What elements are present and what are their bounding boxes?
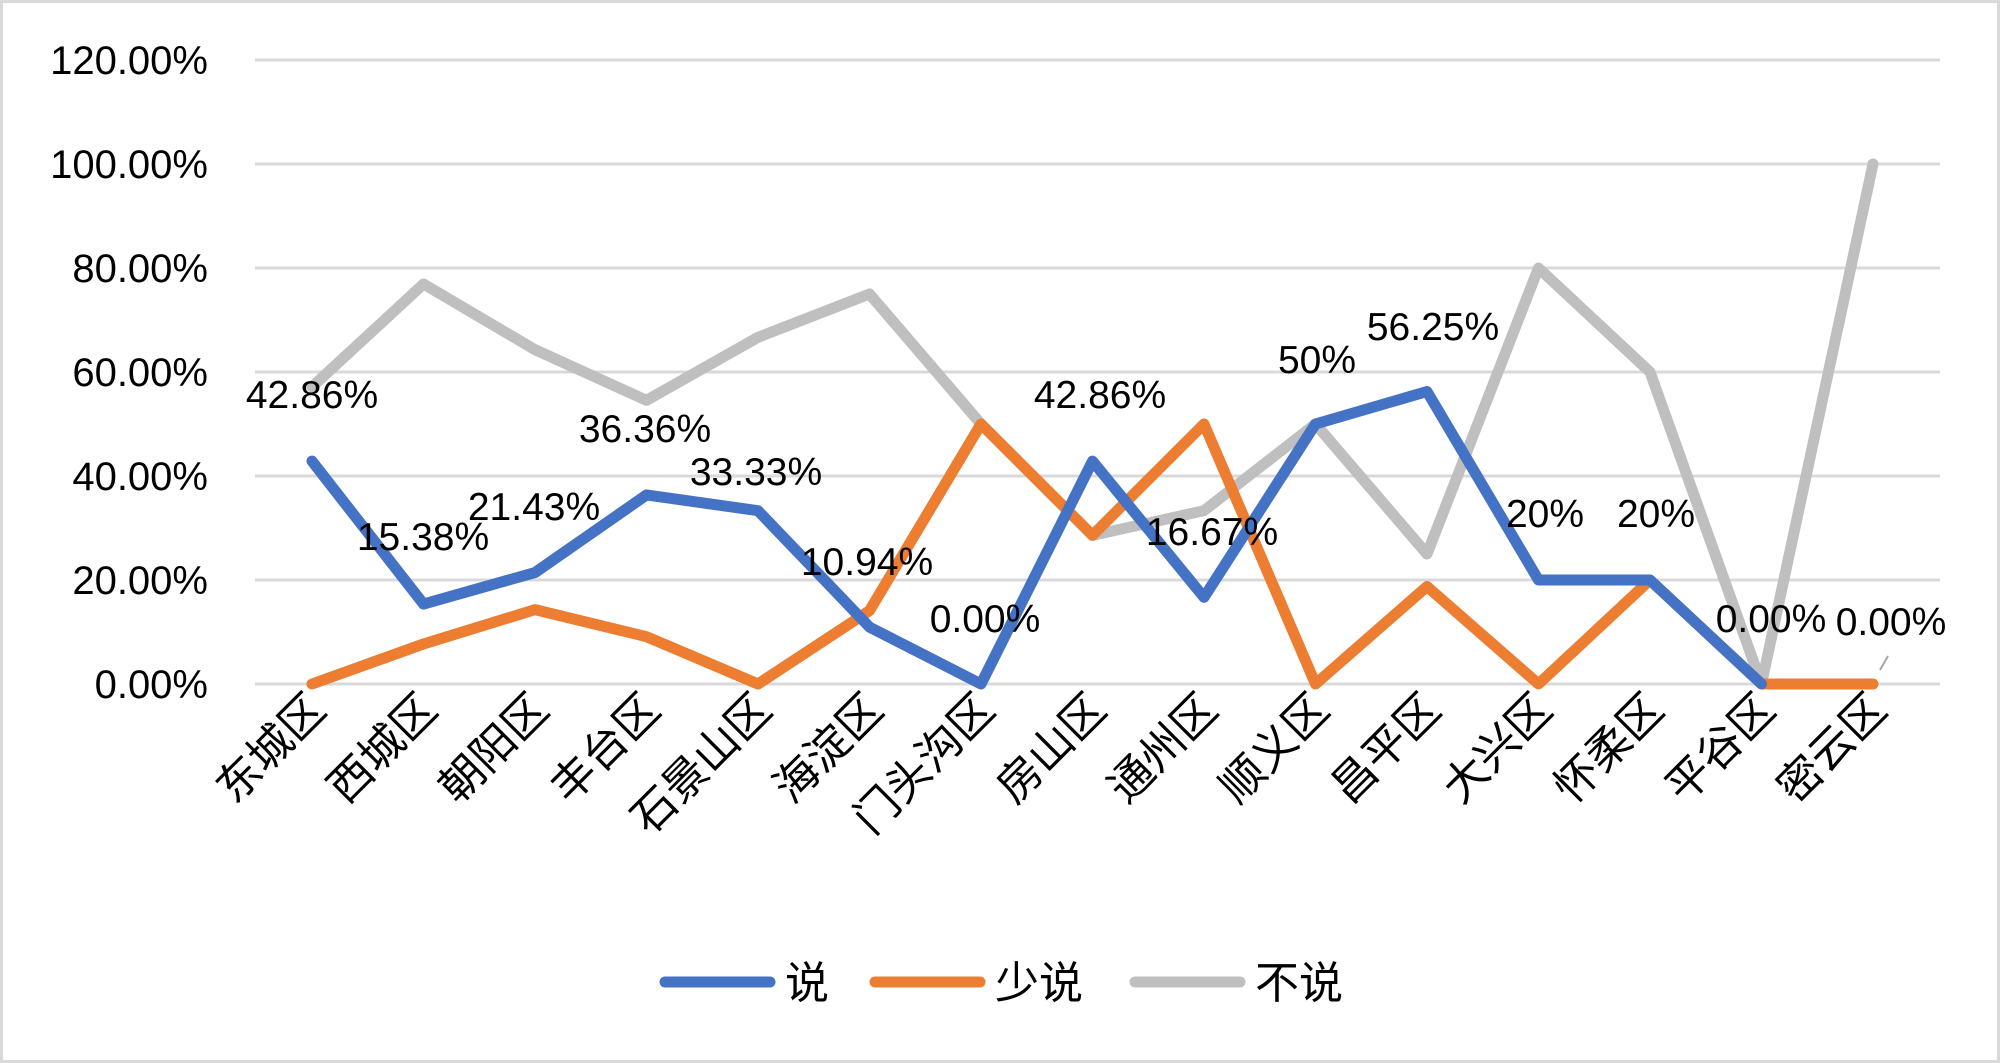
x-tick-label: 平谷区	[1656, 684, 1785, 813]
data-labels: 42.86% 15.38%21.43% 36.36%33.33% 10.94% 0.00…	[246, 306, 1947, 671]
x-tick-label: 西城区	[318, 684, 447, 813]
data-label: 15.38%	[357, 516, 489, 559]
data-label: 16.67%	[1146, 511, 1278, 554]
data-label: 33.33%	[690, 451, 822, 494]
legend-label: 说	[785, 958, 829, 1009]
x-tick-label: 房山区	[987, 684, 1116, 813]
y-tick-label: 80.00%	[72, 247, 208, 291]
x-tick-label: 东城区	[206, 684, 335, 813]
y-tick-label: 20.00%	[72, 559, 208, 603]
legend-label: 不说	[1255, 958, 1343, 1009]
data-label: 20%	[1506, 493, 1584, 536]
data-label: 56.25%	[1367, 306, 1499, 349]
data-label: 0.00%	[1716, 598, 1827, 641]
x-tick-label: 密云区	[1767, 684, 1896, 813]
x-tick-label: 昌平区	[1321, 684, 1450, 813]
y-axis-ticks: 0.00% 20.00% 40.00% 60.00% 80.00% 100.00% 120.…	[50, 39, 208, 707]
x-tick-label: 怀柔区	[1544, 684, 1673, 813]
data-label: 0.00%	[1836, 601, 1947, 644]
legend-label: 少说	[995, 958, 1083, 1009]
data-label: 50%	[1278, 339, 1356, 382]
data-label: 42.86%	[246, 374, 378, 417]
y-tick-label: 40.00%	[72, 455, 208, 499]
leader-line	[1879, 655, 1889, 671]
data-label: 20%	[1617, 493, 1695, 536]
x-tick-label: 大兴区	[1433, 684, 1562, 813]
series-line-0	[306, 386, 1767, 690]
x-tick-label: 朝阳区	[429, 684, 558, 813]
series-line-2	[306, 158, 1879, 690]
x-axis-ticks: 东城区西城区朝阳区丰台区石景山区海淀区门头沟区房山区通州区顺义区昌平区大兴区怀柔…	[206, 684, 1896, 845]
legend: 说 少说 不说	[659, 958, 1343, 1009]
data-label: 21.43%	[468, 486, 600, 529]
data-label: 42.86%	[1034, 374, 1166, 417]
gridlines	[255, 58, 1940, 686]
x-tick-label: 顺义区	[1210, 684, 1339, 813]
y-tick-label: 100.00%	[50, 143, 208, 187]
data-label: 10.94%	[801, 541, 933, 584]
x-tick-label: 通州区	[1098, 684, 1227, 813]
data-label: 36.36%	[579, 408, 711, 451]
y-tick-label: 0.00%	[95, 663, 208, 707]
y-tick-label: 60.00%	[72, 351, 208, 395]
data-label: 0.00%	[930, 598, 1041, 641]
series-lines	[306, 158, 1879, 690]
series-line-1	[306, 418, 1879, 690]
y-tick-label: 120.00%	[50, 39, 208, 83]
